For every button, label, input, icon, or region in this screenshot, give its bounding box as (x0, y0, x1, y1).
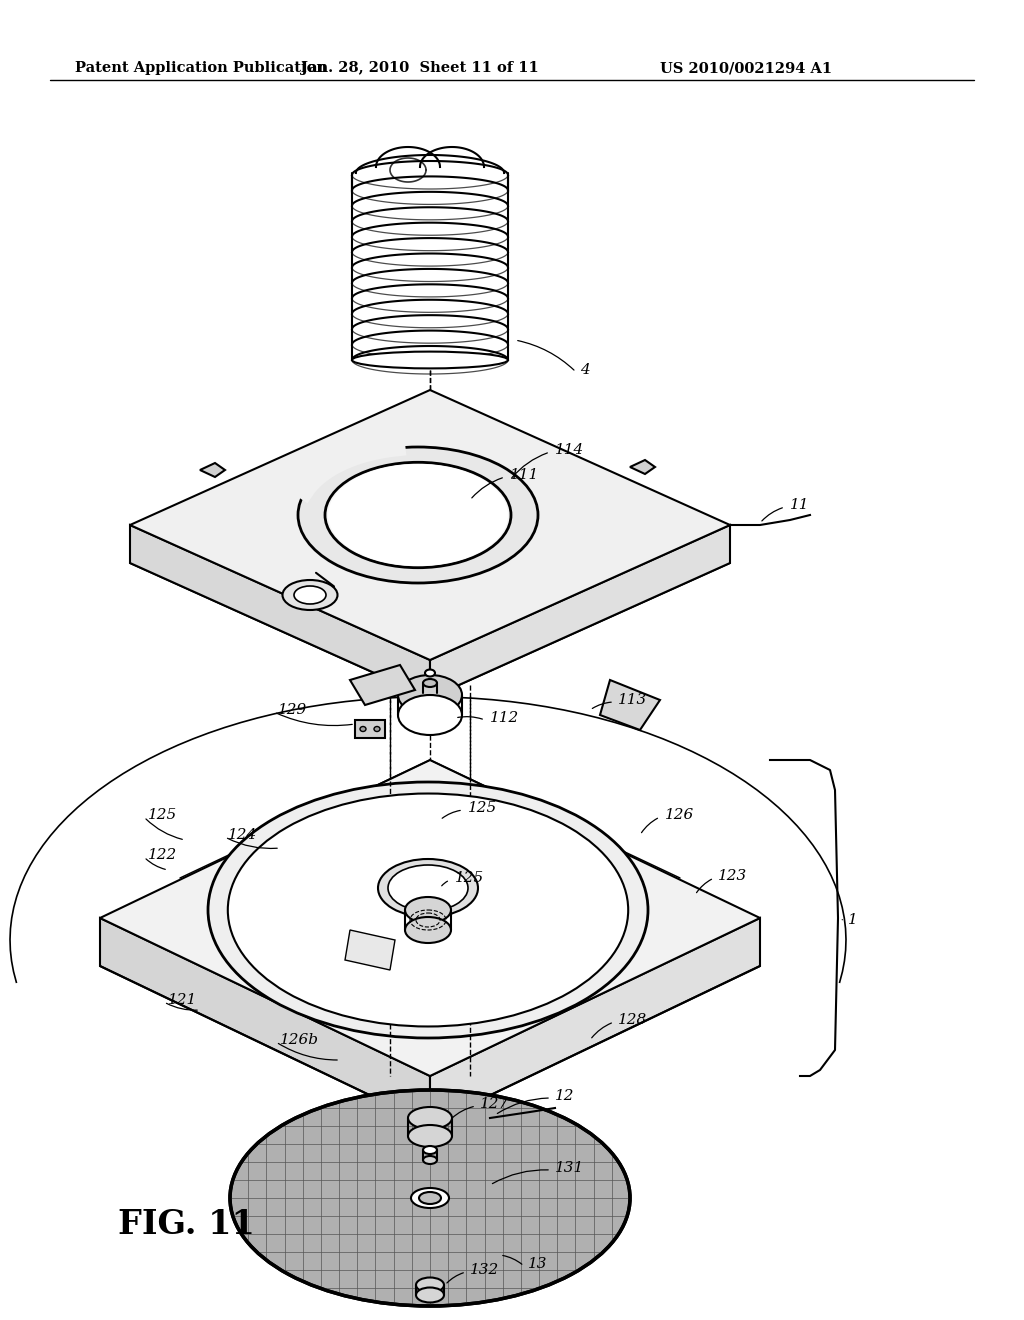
Ellipse shape (283, 579, 338, 610)
Text: 123: 123 (718, 869, 748, 883)
Ellipse shape (294, 586, 326, 605)
Text: 124: 124 (228, 828, 257, 842)
Polygon shape (200, 463, 225, 477)
Ellipse shape (227, 793, 628, 1027)
Text: Jan. 28, 2010  Sheet 11 of 11: Jan. 28, 2010 Sheet 11 of 11 (301, 61, 539, 75)
Text: 114: 114 (555, 444, 585, 457)
Ellipse shape (360, 726, 366, 731)
Text: 113: 113 (618, 693, 647, 708)
Ellipse shape (419, 1192, 441, 1204)
Text: 125: 125 (455, 871, 484, 884)
Text: 112: 112 (490, 711, 519, 725)
Text: 126b: 126b (280, 1034, 319, 1047)
Text: US 2010/0021294 A1: US 2010/0021294 A1 (660, 61, 833, 75)
Ellipse shape (408, 1107, 452, 1129)
Text: 127: 127 (480, 1097, 509, 1111)
Ellipse shape (408, 1125, 452, 1147)
Polygon shape (630, 459, 655, 474)
Ellipse shape (325, 462, 511, 568)
Ellipse shape (406, 917, 451, 942)
Text: 125: 125 (148, 808, 177, 822)
Ellipse shape (398, 675, 462, 715)
Polygon shape (100, 917, 430, 1125)
Text: 12: 12 (555, 1089, 574, 1104)
Text: 111: 111 (510, 469, 540, 482)
Polygon shape (355, 719, 385, 738)
Ellipse shape (411, 1188, 449, 1208)
Text: 11: 11 (790, 498, 810, 512)
Ellipse shape (230, 1090, 630, 1305)
Ellipse shape (416, 1287, 444, 1303)
Ellipse shape (388, 865, 468, 911)
Ellipse shape (416, 1278, 444, 1292)
Text: 121: 121 (168, 993, 198, 1007)
Ellipse shape (328, 465, 508, 566)
Ellipse shape (423, 1146, 437, 1154)
Text: 126: 126 (665, 808, 694, 822)
Text: Patent Application Publication: Patent Application Publication (75, 61, 327, 75)
Ellipse shape (208, 781, 648, 1038)
Text: 122: 122 (148, 847, 177, 862)
Text: 128: 128 (618, 1012, 647, 1027)
Ellipse shape (425, 669, 435, 676)
Ellipse shape (378, 859, 478, 917)
Text: 1: 1 (848, 913, 858, 927)
Ellipse shape (423, 1156, 437, 1164)
Polygon shape (430, 525, 730, 698)
Polygon shape (600, 680, 660, 730)
Polygon shape (350, 665, 415, 705)
Polygon shape (100, 760, 760, 1076)
Ellipse shape (423, 678, 437, 686)
Polygon shape (130, 525, 430, 698)
Text: 131: 131 (555, 1162, 585, 1175)
Text: 13: 13 (528, 1257, 548, 1271)
Ellipse shape (406, 898, 451, 923)
Polygon shape (345, 931, 395, 970)
Ellipse shape (352, 351, 508, 368)
Ellipse shape (374, 726, 380, 731)
Polygon shape (430, 917, 760, 1125)
Polygon shape (130, 389, 730, 660)
Text: 132: 132 (470, 1263, 500, 1276)
Text: 4: 4 (580, 363, 590, 378)
Text: FIG. 11: FIG. 11 (118, 1209, 255, 1242)
Text: 129: 129 (278, 704, 307, 717)
Ellipse shape (298, 447, 538, 583)
Text: 125: 125 (468, 801, 498, 814)
Ellipse shape (398, 696, 462, 735)
